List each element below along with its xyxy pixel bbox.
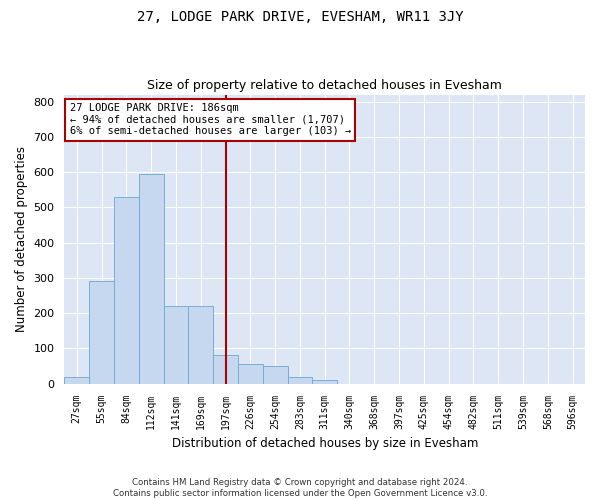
Bar [213, 356, 238, 384]
Bar [238, 364, 263, 384]
Bar [263, 366, 287, 384]
Bar [114, 197, 139, 384]
Bar [188, 306, 213, 384]
X-axis label: Distribution of detached houses by size in Evesham: Distribution of detached houses by size … [172, 437, 478, 450]
Bar [164, 306, 188, 384]
Bar [139, 174, 164, 384]
Bar [313, 380, 337, 384]
Text: 27, LODGE PARK DRIVE, EVESHAM, WR11 3JY: 27, LODGE PARK DRIVE, EVESHAM, WR11 3JY [137, 10, 463, 24]
Text: 27 LODGE PARK DRIVE: 186sqm
← 94% of detached houses are smaller (1,707)
6% of s: 27 LODGE PARK DRIVE: 186sqm ← 94% of det… [70, 103, 351, 136]
Bar [89, 282, 114, 384]
Y-axis label: Number of detached properties: Number of detached properties [15, 146, 28, 332]
Title: Size of property relative to detached houses in Evesham: Size of property relative to detached ho… [147, 79, 502, 92]
Bar [64, 376, 89, 384]
Text: Contains HM Land Registry data © Crown copyright and database right 2024.
Contai: Contains HM Land Registry data © Crown c… [113, 478, 487, 498]
Bar [287, 376, 313, 384]
